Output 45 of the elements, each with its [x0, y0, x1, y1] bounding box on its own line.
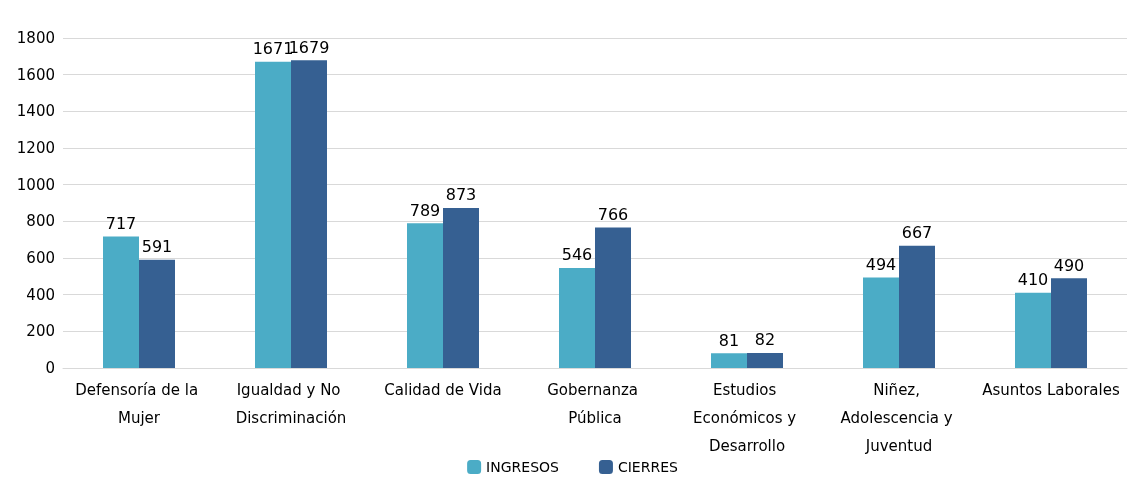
- y-tick-label: 1800: [16, 29, 55, 47]
- x-tick-label: Estudios Económicos y Desarrollo: [692, 381, 802, 455]
- bar: [559, 267, 595, 368]
- data-label: 717: [105, 214, 137, 234]
- data-label: 667: [901, 223, 933, 243]
- data-label: 789: [409, 200, 441, 220]
- x-tick-label: Gobernanza Pública: [547, 381, 643, 427]
- data-label: 873: [445, 185, 477, 205]
- data-label: 546: [561, 245, 593, 265]
- bar: [291, 60, 327, 368]
- bar: [1051, 278, 1087, 368]
- bar: [139, 259, 175, 368]
- x-tick-label: Niñez, Adolescencia y Juventud: [840, 381, 958, 455]
- bar: [443, 207, 479, 368]
- x-tick-label: Defensoría de la Mujer: [75, 381, 203, 427]
- y-tick-label: 1600: [16, 65, 55, 84]
- legend-label: CIERRES: [617, 459, 678, 475]
- bar: [407, 223, 443, 368]
- bar: [863, 277, 899, 368]
- bar: [899, 245, 935, 368]
- bar: [255, 61, 291, 368]
- bar: [103, 236, 139, 368]
- data-label: 766: [597, 205, 629, 225]
- bar: [747, 352, 783, 368]
- data-label: 81: [718, 330, 740, 350]
- bar: [1015, 292, 1051, 368]
- data-label: 490: [1053, 255, 1085, 275]
- data-label: 494: [865, 254, 897, 274]
- y-tick-label: 200: [26, 322, 55, 341]
- y-tick-label: 1200: [16, 139, 55, 157]
- x-tick-label: Igualdad y No Discriminación: [235, 381, 347, 427]
- bar: [595, 227, 631, 368]
- data-label: 591: [141, 237, 173, 257]
- y-tick-label: 1400: [16, 102, 55, 121]
- bar: [711, 353, 747, 368]
- data-label: 82: [754, 330, 776, 350]
- x-tick-label: Calidad de Vida: [384, 381, 502, 399]
- y-tick-label: 600: [26, 249, 55, 267]
- y-tick-label: 800: [26, 212, 55, 231]
- data-label: 410: [1017, 270, 1049, 290]
- y-tick-label: 400: [26, 285, 55, 304]
- legend-label: INGRESOS: [486, 459, 560, 475]
- y-tick-label: 0: [45, 359, 55, 377]
- x-tick-label: Asuntos Laborales: [982, 381, 1120, 399]
- y-tick-label: 1000: [16, 175, 55, 194]
